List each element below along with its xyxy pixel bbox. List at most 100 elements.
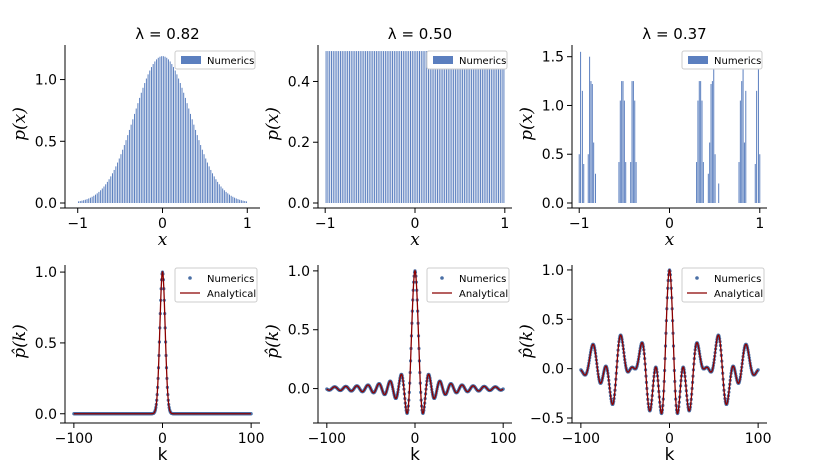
bar (431, 51, 433, 204)
bar (483, 51, 485, 204)
bar (128, 129, 130, 203)
y-axis-label: p(x) (10, 107, 30, 141)
bar (494, 51, 496, 204)
bar (581, 90, 583, 203)
bar (98, 191, 100, 203)
y-tick-label: 0.0 (288, 382, 310, 398)
bar (347, 51, 349, 204)
bar (235, 198, 237, 203)
legend-swatch (433, 56, 453, 64)
bar (714, 154, 716, 203)
bar (456, 51, 458, 204)
y-tick-label: 1.0 (542, 263, 564, 279)
bar (402, 51, 404, 204)
bar (222, 188, 224, 203)
y-tick-label: 0.2 (288, 135, 310, 151)
bar (368, 51, 370, 204)
x-tick-label: −1 (569, 216, 590, 232)
bar (393, 51, 395, 204)
bar (580, 51, 582, 203)
x-tick-label: 0 (411, 216, 420, 232)
chart-1: −1 0 1 0.0 0.5 1.0 λ = 0.82 x p(x) Numerics (10, 25, 260, 250)
bar (132, 119, 134, 203)
bar (232, 196, 234, 203)
x-tick-label: 1 (755, 216, 764, 232)
analytical-line (580, 268, 759, 415)
bar (135, 108, 137, 203)
bar (424, 51, 426, 204)
bar (348, 51, 350, 204)
x-tick-label: −1 (67, 216, 88, 232)
bar (189, 113, 191, 203)
bar (372, 51, 374, 204)
x-tick-label: −1 (315, 216, 336, 232)
y-axis-label: p̂(k) (263, 324, 283, 358)
bar (325, 51, 327, 204)
bar (713, 56, 715, 203)
legend-label: Numerics (714, 274, 761, 285)
bar (379, 51, 381, 204)
y-tick-label: 1.0 (35, 265, 57, 281)
analytical-line (326, 269, 504, 415)
x-tick-label: −100 (562, 431, 600, 447)
x-axis-label: x (158, 230, 168, 250)
bar (341, 51, 343, 204)
y-tick-label: 0.0 (542, 196, 564, 212)
bar (634, 100, 636, 203)
y-axis-label: p(x) (517, 107, 537, 141)
bar (384, 51, 386, 204)
bar (420, 51, 422, 204)
bar (589, 56, 591, 203)
bar (115, 166, 117, 203)
y-axis-label: p̂(k) (10, 324, 30, 358)
bar (619, 100, 621, 203)
bar (147, 74, 149, 204)
bar (370, 51, 372, 204)
y-axis-label: p̂(k) (517, 324, 537, 358)
bar (174, 70, 176, 203)
legend-label: Analytical (459, 289, 508, 300)
bar (106, 181, 108, 203)
bar (438, 51, 440, 204)
legend-frame (681, 50, 763, 70)
bar (167, 59, 169, 203)
chart-title: λ = 0.50 (388, 25, 452, 43)
bar-series (78, 56, 247, 204)
bar (383, 51, 385, 204)
bar (176, 74, 178, 204)
bar (503, 51, 505, 204)
bar (125, 140, 127, 203)
y-tick-label: 1.5 (542, 50, 564, 66)
bar (406, 51, 408, 204)
bar (365, 51, 367, 204)
y-tick-label: 1.0 (542, 98, 564, 114)
x-tick-label: −100 (55, 431, 93, 447)
bar (140, 92, 142, 203)
legend-label: Numerics (714, 56, 761, 67)
bar (594, 173, 596, 203)
bar (142, 87, 144, 203)
bar (445, 51, 447, 204)
bar (79, 201, 81, 203)
legend-label: Analytical (714, 289, 763, 300)
bar (578, 154, 580, 203)
bar (118, 158, 120, 203)
chart-2: −1 0 1 0.0 0.2 0.4 λ = 0.50 x p(x) Numerics (263, 25, 512, 250)
chart-title: λ = 0.37 (642, 25, 706, 43)
bar (338, 51, 340, 204)
bar (476, 51, 478, 204)
bar (184, 97, 186, 203)
x-tick-label: 100 (490, 431, 517, 447)
bar-series (578, 51, 761, 203)
bar (91, 196, 93, 203)
bar (635, 162, 637, 203)
legend-label: Analytical (207, 289, 256, 300)
bar (593, 142, 595, 203)
bar (212, 173, 214, 203)
bar (356, 51, 358, 204)
y-tick-label: 0.0 (35, 196, 57, 212)
legend-marker (695, 276, 699, 280)
bar (469, 51, 471, 204)
bar (501, 51, 503, 204)
legend: Numerics Analytical (426, 267, 510, 303)
